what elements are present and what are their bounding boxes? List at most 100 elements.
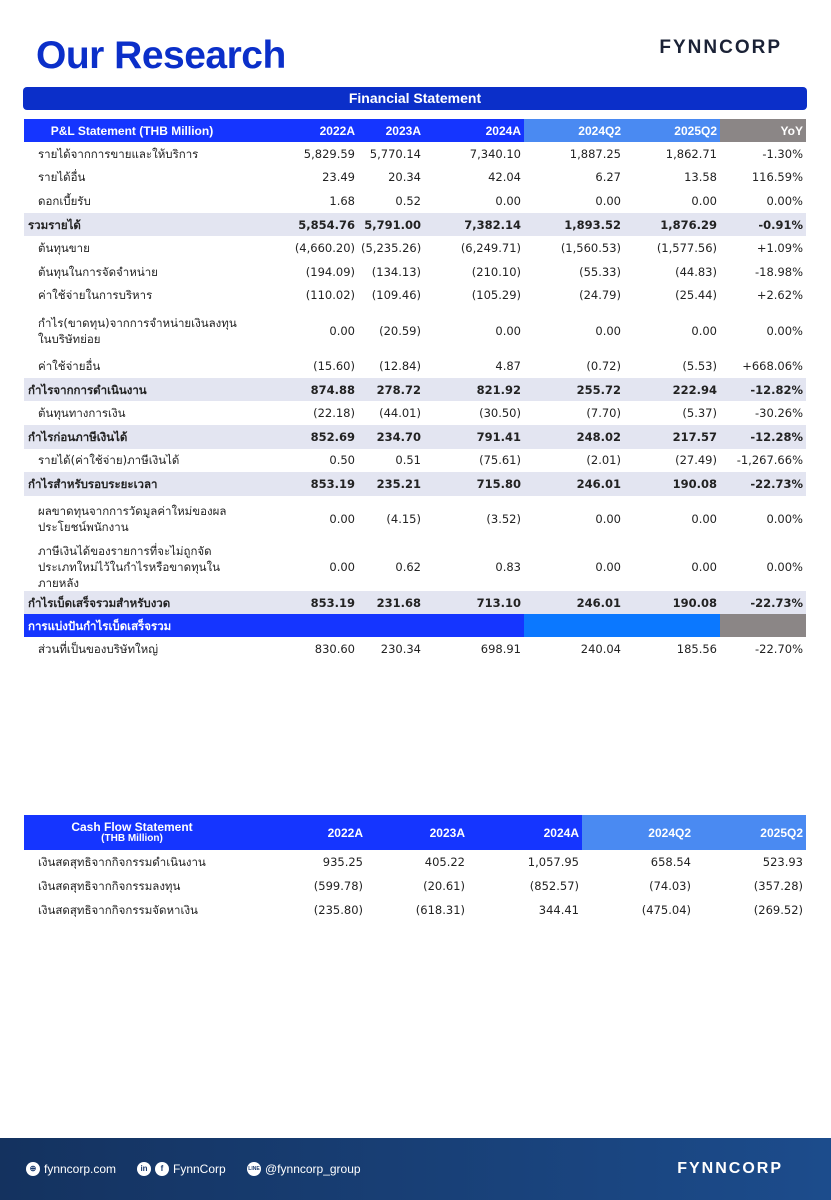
row-label: ค่าใช้จ่ายในการบริหาร: [38, 288, 153, 303]
table-row: ผลขาดทุนจากการวัดมูลค่าใหม่ของผลประโยชน์…: [24, 496, 806, 543]
cell-value: 4.87: [495, 358, 521, 373]
table-row: เงินสดสุทธิจากกิจกรรมลงทุน (599.78) (20.61…: [24, 874, 806, 898]
col-header: 2022A: [240, 119, 358, 142]
cell-value: 5,829.59: [303, 146, 355, 161]
cell-value: (1,560.53): [560, 241, 621, 256]
cell-value: 246.01: [524, 472, 624, 496]
cell-value: 230.34: [380, 642, 421, 657]
row-label: รายได้จากการขายและให้บริการ: [38, 146, 199, 161]
website-text: fynncorp.com: [44, 1162, 117, 1176]
cell-value: 5,854.76: [240, 212, 358, 237]
cell-value: (5.53): [682, 358, 717, 373]
cell-value: (22.18): [313, 406, 355, 421]
col-header-label: P&L Statement (THB Million): [24, 119, 240, 142]
cell-value: (74.03): [649, 879, 691, 893]
cell-value: 5,791.00: [358, 212, 424, 237]
cell-value: (599.78): [313, 879, 363, 893]
cell-value: (852.57): [529, 879, 579, 893]
cell-value: 0.00: [691, 323, 717, 338]
page-title: Our Research: [36, 34, 286, 77]
cell-value: 1,862.71: [665, 146, 717, 161]
cell-value: 1.68: [329, 193, 355, 208]
cell-value: 42.04: [488, 170, 521, 185]
cell-value: (44.01): [379, 406, 421, 421]
cell-value: 0.00%: [766, 193, 803, 208]
cell-value: 190.08: [624, 590, 720, 615]
table-row: รายได้อื่น 23.49 20.34 42.04 6.27 13.58 116.59…: [24, 166, 806, 190]
cell-value: 1,057.95: [527, 855, 579, 869]
cell-value: 1,887.25: [569, 146, 621, 161]
table-row: ส่วนที่เป็นของบริษัทใหญ่ 830.60 230.34 698.…: [24, 637, 806, 661]
table-row: รวมรายได้ 5,854.76 5,791.00 7,382.14 1,893.5…: [24, 212, 806, 237]
row-label: ต้นทุนทางการเงิน: [38, 406, 126, 421]
row-label: เงินสดสุทธิจากกิจกรรมลงทุน: [38, 879, 181, 893]
cell-value: (110.02): [305, 288, 355, 303]
cell-value: (25.44): [675, 288, 717, 303]
cell-value: 278.72: [358, 377, 424, 402]
cell-value: (5,235.26): [361, 241, 422, 256]
row-label: เงินสดสุทธิจากกิจกรรมจัดหาเงิน: [38, 903, 198, 917]
cell-value: 6.27: [595, 170, 621, 185]
table-row: ค่าใช้จ่ายอื่น (15.60) (12.84) 4.87 (0.72) (5…: [24, 354, 806, 378]
table-row: กำไรก่อนภาษีเงินได้ 852.69 234.70 791.41 248…: [24, 424, 806, 449]
section-row: การแบ่งปันกำไรเบ็ดเสร็จรวม: [24, 614, 806, 638]
cell-value: 0.00%: [766, 559, 803, 574]
section-banner: Financial Statement: [23, 87, 807, 110]
cell-value: (5.37): [682, 406, 717, 421]
cell-value: 874.88: [240, 377, 358, 402]
cell-value: 0.83: [495, 559, 521, 574]
cell-blank: [358, 614, 424, 638]
cell-value: 715.80: [424, 472, 524, 496]
table-row: กำไรเบ็ดเสร็จรวมสำหรับงวด 853.19 231.68 713…: [24, 590, 806, 615]
cf-title: Cash Flow Statement: [71, 819, 193, 834]
cell-value: (20.61): [423, 879, 465, 893]
cell-value: 523.93: [762, 855, 803, 869]
cell-value: -0.91%: [720, 212, 806, 237]
col-header: 2024Q2: [524, 119, 624, 142]
col-header: 2024A: [424, 119, 524, 142]
col-header-label: Cash Flow Statement (THB Million): [24, 815, 240, 850]
cell-value: (20.59): [379, 323, 421, 338]
table-row: กำไรจากการดำเนินงาน 874.88 278.72 821.92 255…: [24, 377, 806, 402]
cell-blank: [524, 614, 624, 638]
cell-value: (55.33): [579, 264, 621, 279]
row-label: กำไร(ขาดทุน)จากการจำหน่ายเงินลงทุนในบริษ…: [38, 315, 237, 346]
cell-value: 0.52: [395, 193, 421, 208]
cell-value: 20.34: [388, 170, 421, 185]
cell-value: 821.92: [424, 377, 524, 402]
row-label: ดอกเบี้ยรับ: [38, 193, 91, 208]
cell-value: 0.00: [329, 323, 355, 338]
row-label: เงินสดสุทธิจากกิจกรรมดำเนินงาน: [38, 855, 206, 869]
cell-value: 13.58: [684, 170, 717, 185]
line-link[interactable]: LINE @fynncorp_group: [247, 1162, 361, 1176]
cell-value: 0.00: [595, 193, 621, 208]
cell-value: 713.10: [424, 590, 524, 615]
facebook-link[interactable]: in f FynnCorp: [137, 1162, 226, 1176]
table-row: ค่าใช้จ่ายในการบริหาร (110.02) (109.46) (10…: [24, 284, 806, 308]
cell-value: 23.49: [322, 170, 355, 185]
cell-value: (7.70): [586, 406, 621, 421]
row-label: รวมรายได้: [24, 212, 240, 237]
row-label: รายได้อื่น: [38, 170, 86, 185]
cell-value: 0.62: [395, 559, 421, 574]
cell-value: (269.52): [753, 903, 803, 917]
cell-blank: [624, 614, 720, 638]
website-link[interactable]: ⊕ fynncorp.com: [26, 1162, 116, 1176]
row-label: กำไรจากการดำเนินงาน: [24, 377, 240, 402]
cell-value: 5,770.14: [369, 146, 421, 161]
cell-value: (4,660.20): [294, 241, 355, 256]
cell-value: 698.91: [480, 642, 521, 657]
cell-value: 231.68: [358, 590, 424, 615]
col-header: 2024Q2: [582, 815, 694, 850]
cell-value: (27.49): [675, 453, 717, 468]
cell-value: 255.72: [524, 377, 624, 402]
cell-value: 0.00: [595, 512, 621, 527]
cell-value: (235.80): [313, 903, 363, 917]
cell-value: 0.00: [329, 512, 355, 527]
col-header: YoY: [720, 119, 806, 142]
row-label: ส่วนที่เป็นของบริษัทใหญ่: [38, 642, 159, 657]
cell-value: 0.00: [595, 323, 621, 338]
col-header: 2022A: [240, 815, 366, 850]
table-row: ต้นทุนขาย (4,660.20) (5,235.26) (6,249.71) (…: [24, 236, 806, 260]
cell-value: 0.00: [495, 193, 521, 208]
